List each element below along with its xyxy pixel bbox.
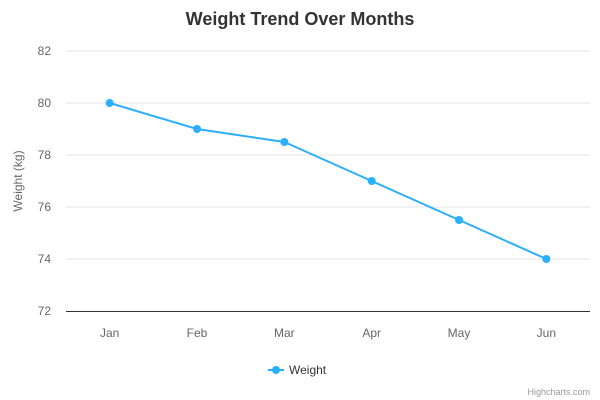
data-point[interactable] <box>542 255 551 263</box>
y-tick-label: 76 <box>38 200 52 214</box>
y-tick-label: 80 <box>38 96 52 110</box>
y-tick-label: 78 <box>38 148 52 162</box>
x-tick-label: Jun <box>537 326 556 340</box>
series-weight[interactable] <box>105 99 551 263</box>
y-tick-label: 74 <box>38 252 52 266</box>
x-tick-label: May <box>448 326 471 340</box>
x-tick-label: Feb <box>187 326 208 340</box>
data-point[interactable] <box>193 125 201 133</box>
legend-marker-icon <box>272 366 280 374</box>
y-axis-tick-labels: 72 74 76 78 80 82 <box>38 44 52 318</box>
y-tick-label: 72 <box>38 304 52 318</box>
x-tick-label: Mar <box>274 326 295 340</box>
data-point[interactable] <box>367 177 376 185</box>
legend-item-weight[interactable]: Weight <box>289 363 327 377</box>
data-point[interactable] <box>455 216 463 224</box>
x-axis-tick-labels: Jan Feb Mar Apr May Jun <box>100 326 556 340</box>
series-line <box>108 102 548 260</box>
grid-lines <box>66 50 590 260</box>
y-tick-label: 82 <box>38 44 52 58</box>
data-point[interactable] <box>280 138 289 146</box>
chart-title: Weight Trend Over Months <box>186 9 415 29</box>
x-tick-label: Apr <box>362 326 381 340</box>
y-axis-title: Weight (kg) <box>11 150 25 211</box>
data-point[interactable] <box>105 99 114 107</box>
x-tick-label: Jan <box>100 326 119 340</box>
credits-link[interactable]: Highcharts.com <box>527 387 590 397</box>
legend[interactable]: Weight <box>268 363 327 377</box>
